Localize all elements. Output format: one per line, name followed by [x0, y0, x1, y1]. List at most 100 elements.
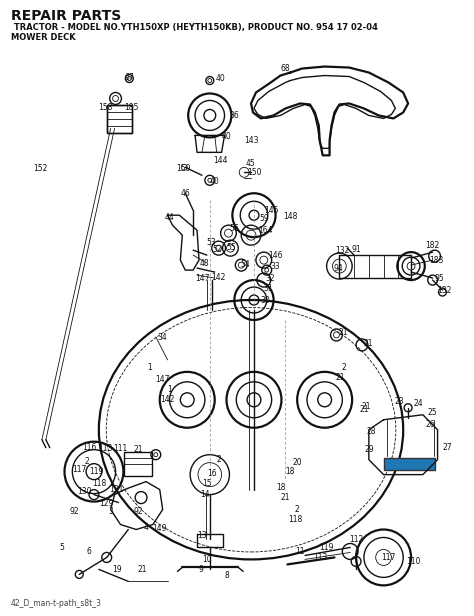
Text: 33: 33	[271, 262, 281, 270]
Text: 23: 23	[394, 397, 404, 407]
Text: 19: 19	[112, 565, 121, 574]
Text: 15: 15	[202, 479, 212, 488]
Bar	[383, 458, 435, 469]
Text: MOWER DECK: MOWER DECK	[10, 33, 75, 42]
Text: 118: 118	[92, 479, 106, 488]
Text: 113: 113	[313, 553, 328, 562]
Text: 59: 59	[259, 214, 269, 223]
Text: REPAIR PARTS: REPAIR PARTS	[10, 9, 121, 23]
Text: 3: 3	[108, 507, 113, 516]
Text: 54: 54	[240, 259, 250, 269]
Text: 132: 132	[437, 286, 452, 294]
Text: 45: 45	[245, 159, 255, 168]
Text: 68: 68	[281, 64, 290, 73]
Text: 158: 158	[99, 103, 113, 112]
Text: 31: 31	[264, 283, 273, 293]
Text: TRACTOR - MODEL NO.YTH150XP (HEYTH150KB), PRODUCT NO. 954 17 02-04: TRACTOR - MODEL NO.YTH150XP (HEYTH150KB)…	[10, 23, 377, 31]
Text: 147: 147	[155, 375, 170, 384]
Text: 150: 150	[247, 168, 261, 177]
Text: 26: 26	[426, 420, 436, 429]
Text: 129: 129	[100, 499, 114, 508]
Text: 2: 2	[295, 505, 300, 514]
Text: 32: 32	[266, 274, 275, 283]
Text: 8: 8	[224, 571, 229, 580]
Text: 21: 21	[281, 493, 290, 502]
Text: 2: 2	[342, 363, 346, 372]
Text: 21: 21	[363, 339, 373, 349]
Text: 119: 119	[319, 543, 334, 552]
Text: 48: 48	[200, 259, 210, 267]
Text: 40: 40	[210, 177, 219, 186]
Text: 92: 92	[70, 507, 79, 516]
Text: 2: 2	[216, 455, 221, 464]
Text: 55: 55	[227, 243, 236, 252]
Text: 164: 164	[258, 225, 273, 235]
Text: 14: 14	[200, 490, 210, 499]
Text: 18: 18	[285, 467, 295, 476]
Text: 131: 131	[109, 485, 124, 494]
Text: 36: 36	[229, 111, 239, 120]
Text: 20: 20	[292, 458, 302, 467]
Bar	[107, 105, 132, 134]
Text: 24: 24	[413, 399, 423, 408]
Text: 145: 145	[264, 206, 279, 215]
Text: 142: 142	[211, 272, 226, 282]
Text: 159: 159	[176, 164, 191, 173]
Text: 113: 113	[99, 444, 113, 453]
Text: 40: 40	[222, 132, 231, 141]
Text: 53: 53	[206, 238, 216, 246]
Text: 30: 30	[261, 296, 271, 304]
Text: 143: 143	[244, 136, 258, 145]
Text: 11: 11	[295, 547, 305, 556]
Text: 112: 112	[349, 535, 363, 544]
Text: 21: 21	[133, 445, 143, 454]
Text: 182: 182	[426, 241, 440, 249]
Text: 44: 44	[164, 213, 174, 222]
Text: 16: 16	[207, 469, 217, 478]
Text: 21: 21	[336, 373, 345, 383]
Text: 91: 91	[351, 245, 361, 254]
Text: 21: 21	[338, 328, 348, 338]
Text: 42_D_man-t-path_s8t_3: 42_D_man-t-path_s8t_3	[10, 599, 101, 609]
Text: 119: 119	[89, 467, 103, 476]
Text: 183: 183	[429, 256, 444, 265]
Text: 2: 2	[85, 457, 90, 466]
Text: 144: 144	[213, 156, 228, 165]
Text: 148: 148	[283, 212, 298, 221]
Text: 118: 118	[288, 515, 302, 524]
Text: 21: 21	[137, 565, 147, 574]
Text: 13: 13	[197, 531, 207, 540]
Text: 40: 40	[216, 74, 226, 83]
Text: 46: 46	[181, 188, 190, 198]
Text: 9: 9	[199, 565, 203, 574]
Text: 117: 117	[72, 465, 86, 474]
Text: 5: 5	[59, 543, 64, 552]
Text: 27: 27	[443, 443, 452, 452]
Text: 18: 18	[276, 483, 285, 492]
Text: 116: 116	[82, 443, 96, 452]
Text: 10: 10	[202, 555, 212, 564]
Text: 111: 111	[113, 444, 128, 453]
Text: 34: 34	[158, 333, 167, 342]
Text: 130: 130	[77, 487, 91, 496]
Bar	[107, 105, 132, 134]
Text: 6: 6	[87, 547, 91, 556]
Text: 28: 28	[366, 428, 375, 436]
Text: 146: 146	[268, 251, 283, 259]
Text: 142: 142	[160, 395, 175, 404]
Text: 92: 92	[133, 507, 143, 516]
Text: 25: 25	[428, 408, 438, 417]
Text: 1: 1	[147, 363, 152, 372]
Text: 149: 149	[153, 524, 167, 533]
Text: 152: 152	[33, 164, 47, 173]
Text: 147: 147	[196, 274, 210, 283]
Text: 1: 1	[167, 386, 172, 394]
Text: 67: 67	[124, 73, 134, 82]
Text: 110: 110	[406, 557, 420, 566]
Bar	[124, 452, 152, 476]
Text: 29: 29	[364, 445, 374, 454]
Text: 185: 185	[124, 103, 138, 112]
Text: 117: 117	[381, 553, 396, 562]
Text: 132: 132	[335, 246, 349, 254]
Text: 4: 4	[144, 523, 148, 532]
